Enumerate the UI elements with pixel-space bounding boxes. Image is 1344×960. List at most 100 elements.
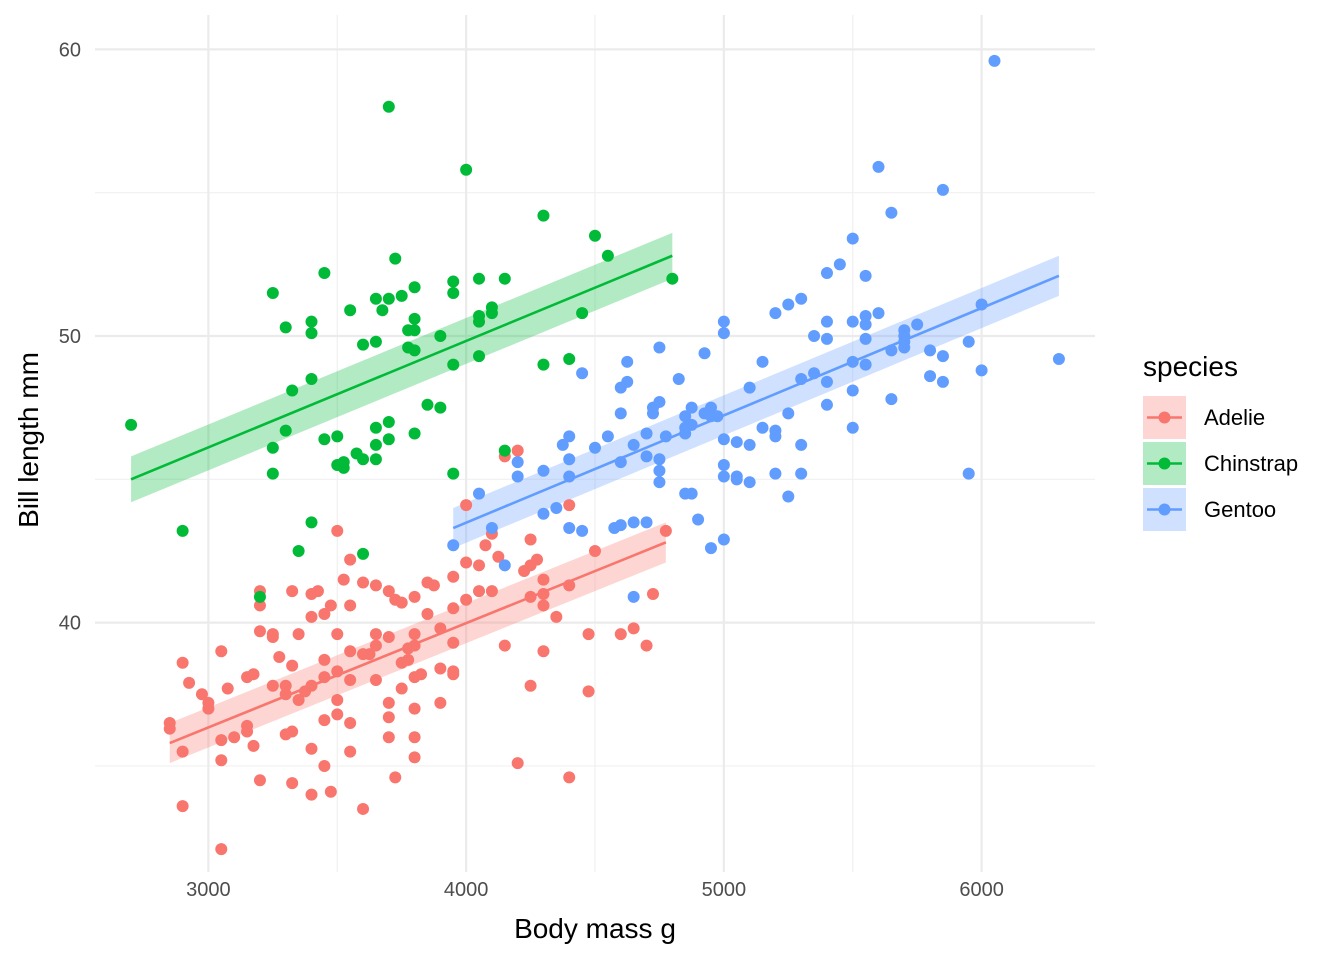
data-point — [279, 679, 292, 692]
data-point — [795, 467, 808, 480]
data-point — [460, 556, 473, 569]
data-point — [447, 358, 460, 371]
data-point — [473, 272, 486, 285]
data-point — [769, 467, 782, 480]
data-point — [382, 711, 395, 724]
data-point — [318, 266, 331, 279]
data-point — [331, 708, 344, 721]
data-point — [215, 843, 228, 856]
data-point — [195, 688, 208, 701]
data-point — [331, 694, 344, 707]
fit-lines — [130, 254, 1060, 745]
data-points — [125, 54, 1065, 856]
x-tick-label: 5000 — [702, 879, 747, 901]
data-point — [563, 499, 576, 512]
data-point — [447, 668, 460, 681]
data-point — [537, 507, 550, 520]
data-point — [447, 636, 460, 649]
data-point — [924, 370, 937, 383]
data-point — [176, 524, 189, 537]
data-point — [408, 731, 421, 744]
fit-line — [169, 541, 667, 745]
data-point — [176, 800, 189, 813]
data-point — [1052, 352, 1065, 365]
data-point — [537, 209, 550, 222]
data-point — [473, 559, 486, 572]
data-point — [389, 771, 402, 784]
data-point — [408, 702, 421, 715]
data-point — [646, 587, 659, 600]
data-point — [324, 599, 337, 612]
data-point — [511, 757, 524, 770]
data-point — [498, 444, 511, 457]
y-tick-labels: 40 50 60 — [59, 39, 81, 634]
data-point — [369, 292, 382, 305]
data-point — [563, 771, 576, 784]
data-point — [717, 433, 730, 446]
data-point — [279, 424, 292, 437]
data-point — [936, 350, 949, 363]
data-point — [447, 602, 460, 615]
data-point — [782, 407, 795, 420]
data-point — [357, 453, 370, 466]
data-point — [924, 344, 937, 357]
data-point — [382, 731, 395, 744]
x-tick-label: 6000 — [959, 879, 1004, 901]
data-point — [859, 269, 872, 282]
data-point — [550, 501, 563, 514]
data-point — [382, 416, 395, 429]
data-point — [382, 100, 395, 113]
data-point — [202, 702, 215, 715]
data-point — [698, 347, 711, 360]
data-point — [473, 315, 486, 328]
data-point — [614, 628, 627, 641]
data-point — [627, 590, 640, 603]
data-point — [537, 645, 550, 658]
data-point — [537, 573, 550, 586]
data-point — [653, 476, 666, 489]
data-point — [292, 544, 305, 557]
x-tick-label: 3000 — [186, 879, 231, 901]
data-point — [717, 458, 730, 471]
data-point — [215, 754, 228, 767]
data-point — [286, 725, 299, 738]
data-point — [589, 544, 601, 557]
data-point — [640, 639, 653, 652]
legend: species Adelie Chinstrap Gentoo — [1143, 351, 1298, 531]
data-point — [589, 441, 601, 454]
data-point — [286, 659, 299, 672]
data-point — [537, 599, 550, 612]
data-point — [344, 304, 357, 317]
data-point — [498, 559, 511, 572]
legend-key-point — [1158, 503, 1171, 516]
data-point — [479, 539, 492, 552]
data-point — [434, 401, 447, 414]
data-point — [382, 585, 395, 598]
data-point — [743, 438, 756, 451]
data-point — [833, 258, 846, 271]
data-point — [962, 335, 975, 348]
data-point — [247, 739, 260, 752]
data-point — [369, 453, 382, 466]
data-point — [266, 287, 279, 300]
data-point — [318, 433, 331, 446]
data-point — [563, 453, 576, 466]
data-point — [408, 751, 421, 764]
data-point — [601, 430, 614, 443]
x-tick-label: 4000 — [444, 879, 489, 901]
data-point — [531, 553, 544, 566]
data-point — [859, 309, 872, 322]
data-point — [318, 653, 331, 666]
x-axis-title: Body mass g — [514, 913, 676, 944]
data-point — [614, 407, 627, 420]
data-point — [692, 513, 705, 526]
data-point — [369, 335, 382, 348]
data-point — [717, 315, 730, 328]
y-tick-label: 50 — [59, 326, 81, 348]
data-point — [820, 315, 833, 328]
data-point — [563, 522, 576, 535]
data-point — [782, 490, 795, 503]
data-point — [672, 373, 685, 386]
data-point — [679, 410, 692, 423]
